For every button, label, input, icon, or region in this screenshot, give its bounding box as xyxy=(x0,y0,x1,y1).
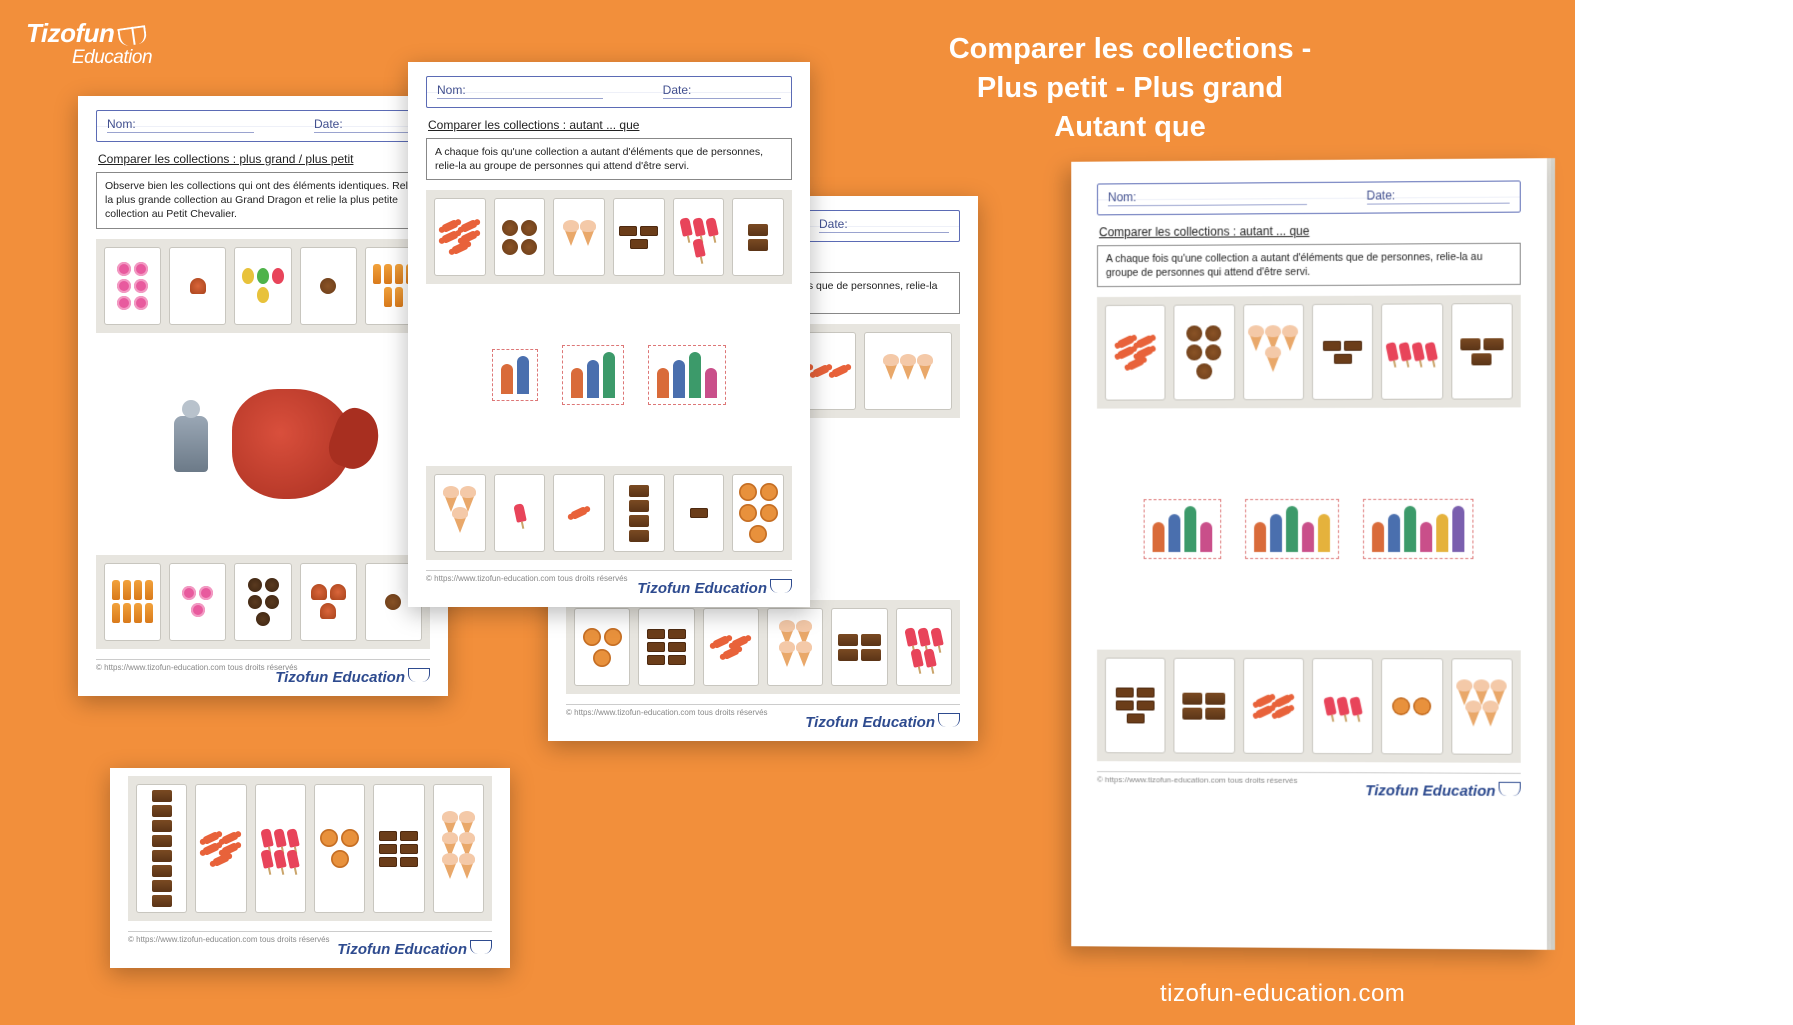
collection-card xyxy=(767,608,823,686)
collection-card xyxy=(574,608,630,686)
top-card-strip xyxy=(426,190,792,284)
collection-card xyxy=(234,563,291,641)
label-date: Date: xyxy=(1367,188,1510,205)
title-line-3: Autant que xyxy=(850,108,1410,147)
collection-card xyxy=(732,198,784,276)
right-white-strip xyxy=(1575,0,1793,1025)
collection-card xyxy=(1105,658,1166,754)
collection-card xyxy=(373,784,424,913)
section-title: Comparer les collections : plus grand / … xyxy=(98,152,430,166)
collection-card xyxy=(1381,304,1443,400)
people-zone xyxy=(1097,424,1521,635)
book-icon xyxy=(938,713,960,727)
section-title: Comparer les collections : autant ... qu… xyxy=(1099,223,1521,240)
collection-card xyxy=(1451,303,1513,400)
collection-card xyxy=(494,198,546,276)
collection-card xyxy=(673,198,725,276)
collection-card xyxy=(1243,658,1304,754)
label-nom: Nom: xyxy=(1108,189,1307,206)
collection-card xyxy=(831,608,887,686)
bottom-card-strip xyxy=(426,466,792,560)
people-group xyxy=(1245,499,1339,559)
collection-card xyxy=(234,247,291,325)
collection-card xyxy=(638,608,694,686)
collection-card xyxy=(169,247,226,325)
worksheet-book: Nom: Date: Comparer les collections : au… xyxy=(1071,158,1547,950)
collection-card xyxy=(1174,658,1235,754)
book-icon xyxy=(408,668,430,682)
collection-card xyxy=(1174,305,1235,401)
collection-card xyxy=(104,247,161,325)
collection-card xyxy=(703,608,759,686)
header-box: Nom: Date: xyxy=(1097,180,1521,215)
brand-sub: Education xyxy=(72,47,152,69)
title-line-1: Comparer les collections - xyxy=(850,30,1410,69)
label-nom: Nom: xyxy=(107,117,254,133)
collection-card xyxy=(136,784,187,913)
collection-card xyxy=(1243,304,1304,400)
knight-icon xyxy=(174,416,208,472)
collection-card xyxy=(300,247,357,325)
collection-card xyxy=(613,198,665,276)
collection-card xyxy=(104,563,161,641)
bottom-card-strip xyxy=(96,555,430,649)
collection-card xyxy=(1381,658,1443,754)
worksheet-autant-1: Nom: Date: Comparer les collections : au… xyxy=(408,62,810,607)
header-box: Nom: Date: xyxy=(96,110,430,142)
collection-card xyxy=(673,474,725,552)
bottom-card-strip xyxy=(566,600,960,694)
label-date: Date: xyxy=(663,83,781,99)
instruction: A chaque fois qu'une collection a autant… xyxy=(426,138,792,180)
people-group xyxy=(1144,499,1222,559)
page-title: Comparer les collections - Plus petit - … xyxy=(850,30,1410,147)
label-date: Date: xyxy=(819,217,949,233)
top-card-strip xyxy=(1097,295,1521,409)
people-zone xyxy=(426,300,792,450)
collection-card xyxy=(553,474,605,552)
title-line-2: Plus petit - Plus grand xyxy=(850,69,1410,108)
instruction: A chaque fois qu'une collection a autant… xyxy=(1097,243,1521,288)
collection-card xyxy=(896,608,952,686)
worksheet-grand-petit: Nom: Date: Comparer les collections : pl… xyxy=(78,96,448,696)
section-title: Comparer les collections : autant ... qu… xyxy=(428,118,792,132)
dragon-icon xyxy=(232,389,352,499)
collection-card xyxy=(300,563,357,641)
collection-card xyxy=(1451,659,1513,756)
collection-card xyxy=(613,474,665,552)
dragon-knight-zone xyxy=(96,349,430,539)
people-group xyxy=(1363,499,1473,559)
bottom-card-strip xyxy=(1097,650,1521,763)
collection-card xyxy=(494,474,546,552)
collection-card xyxy=(1312,304,1373,400)
collection-card xyxy=(255,784,306,913)
people-group xyxy=(562,345,624,405)
instruction: Observe bien les collections qui ont des… xyxy=(96,172,430,229)
collection-card xyxy=(169,563,226,641)
collection-card xyxy=(1105,305,1166,401)
collection-card xyxy=(314,784,365,913)
collection-card xyxy=(864,332,953,410)
book-icon xyxy=(1499,782,1521,796)
collection-card xyxy=(732,474,784,552)
site-url: tizofun-education.com xyxy=(1160,980,1405,1008)
card-strip xyxy=(128,776,492,921)
collection-card xyxy=(434,474,486,552)
collection-card xyxy=(1312,658,1373,754)
brand-logo: Tizofun Education xyxy=(26,18,152,69)
label-nom: Nom: xyxy=(437,83,603,99)
collection-card xyxy=(553,198,605,276)
book-icon xyxy=(118,25,148,47)
people-group xyxy=(492,349,538,401)
top-card-strip xyxy=(96,239,430,333)
people-group xyxy=(648,345,726,405)
label-date: Date: xyxy=(314,117,419,133)
collection-card xyxy=(433,784,484,913)
book-icon xyxy=(470,940,492,954)
worksheet-extra-strip: © https://www.tizofun-education.com tous… xyxy=(110,768,510,968)
collection-card xyxy=(195,784,246,913)
brand-name: Tizofun xyxy=(26,18,114,48)
collection-card xyxy=(434,198,486,276)
book-icon xyxy=(770,579,792,593)
header-box: Nom: Date: xyxy=(426,76,792,108)
